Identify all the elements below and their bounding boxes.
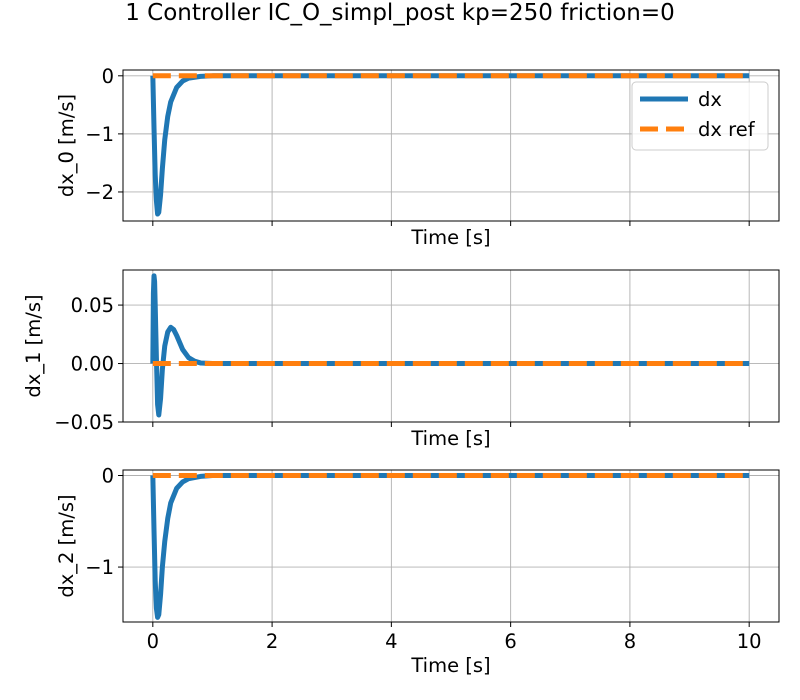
y-tick-label: −1 <box>85 556 114 579</box>
subplot-1: −0.05 0.00 0.05 Time [s] dx_1 [m/s] <box>22 269 780 450</box>
subplot-0: −2 −1 0 Time [s] dx_0 [m/s] dx dx ref <box>55 65 780 249</box>
y-tick-label: −2 <box>85 181 114 204</box>
series-dx <box>150 472 750 620</box>
x-axis-label: Time [s] <box>410 654 490 677</box>
y-tick-label: 0.00 <box>71 353 114 376</box>
legend-label-dx: dx <box>698 88 722 111</box>
axes-frame <box>122 469 780 623</box>
figure-title: 1 Controller IC_O_simpl_post kp=250 fric… <box>125 0 675 26</box>
legend: dx dx ref <box>631 81 769 151</box>
y-tick-label: 0.05 <box>71 294 114 317</box>
x-tick-label: 0 <box>147 630 159 653</box>
y-tick-label: 0 <box>102 464 114 487</box>
y-axis-label: dx_0 [m/s] <box>55 94 78 197</box>
x-tick-label: 10 <box>737 630 762 653</box>
y-tick-label: −1 <box>85 123 114 146</box>
series-dx <box>150 273 750 418</box>
subplot-2: 0 2 4 6 8 10 −1 0 Time [s] dx_2 [m/s] <box>55 464 780 677</box>
y-axis-label: dx_1 [m/s] <box>22 294 45 397</box>
x-axis-label: Time [s] <box>410 427 490 450</box>
y-tick-label: −0.05 <box>54 411 114 434</box>
axes-frame <box>122 69 780 222</box>
x-tick-label: 4 <box>385 630 397 653</box>
y-axis-label: dx_2 [m/s] <box>55 494 78 597</box>
x-tick-label: 8 <box>624 630 636 653</box>
x-tick-label: 6 <box>504 630 516 653</box>
x-axis-label: Time [s] <box>410 226 490 249</box>
axes-frame <box>122 269 780 423</box>
subplots: −2 −1 0 Time [s] dx_0 [m/s] dx dx ref −0.05 0.00… <box>22 65 780 677</box>
y-tick-label: 0 <box>102 65 114 88</box>
legend-label-dx-ref: dx ref <box>698 118 756 141</box>
x-tick-label: 2 <box>266 630 278 653</box>
